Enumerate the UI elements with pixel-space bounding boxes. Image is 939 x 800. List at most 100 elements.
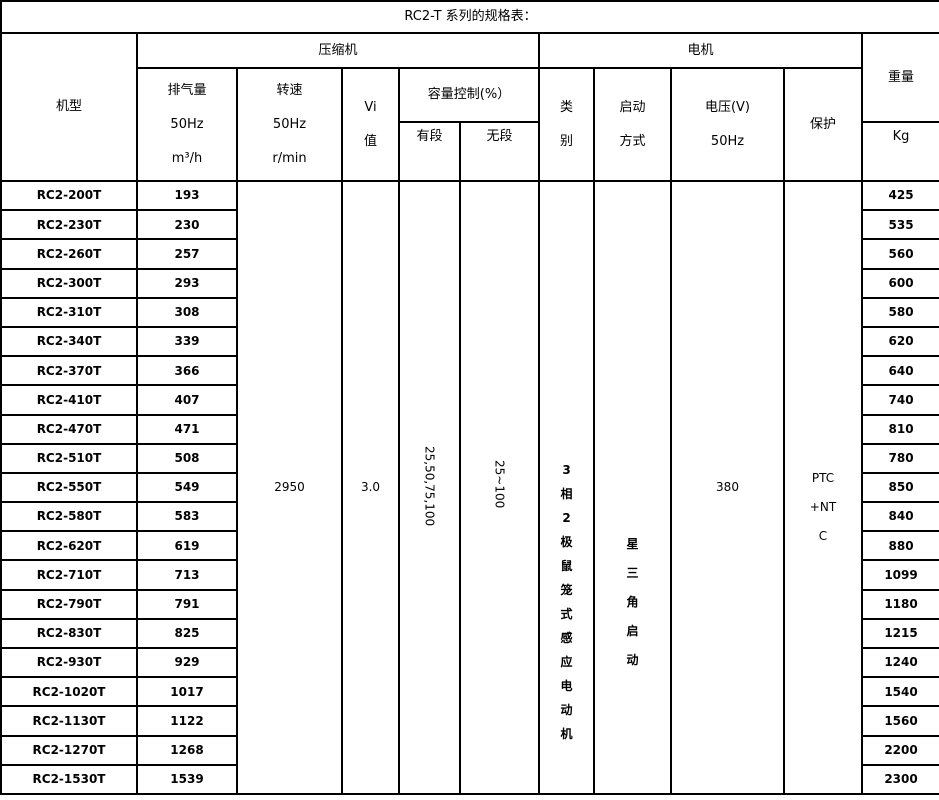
protection-text: PTC+NTC [809,470,837,543]
cell-model: RC2-580T [0,501,138,533]
cell-weight: 810 [860,413,939,445]
header-speed: 转速 50Hz r/min [236,67,343,182]
table-row: RC2-1130T 1122 1560 [0,705,939,737]
cell-weight: 1180 [860,588,939,620]
table-row: RC2-930T 929 1240 [0,646,939,679]
table-row: RC2-550T 549 850 [0,471,939,504]
header-voltage: 电压(V) 50Hz [670,67,785,182]
header-capacity: 容量控制(%） [398,67,540,123]
header-compressor: 压缩机 [136,32,540,69]
cell-model: RC2-230T [0,209,138,241]
table-row: RC2-200T 193 2950 3.0 25,50,75,100 25~100… [0,179,939,795]
table-row: RC2-790T 791 1180 [0,588,939,620]
header-stepped: 有段 [398,121,461,182]
cell-displacement: 791 [136,588,238,620]
cell-model: RC2-830T [0,617,138,650]
header-weight-unit: Kg [860,121,939,182]
cell-displacement: 366 [136,355,238,387]
cell-displacement: 471 [136,413,238,445]
cell-displacement: 1017 [136,676,238,708]
table-row: RC2-470T 471 810 [0,413,939,445]
cell-model: RC2-930T [0,646,138,679]
cell-voltage: 380 [670,180,785,795]
table-row: RC2-1020T 1017 1540 [0,676,939,708]
cell-model: RC2-710T [0,559,138,591]
cell-weight: 1240 [860,646,939,679]
table-row: RC2-1270T 1268 2200 [0,734,939,766]
cell-model: RC2-300T [0,267,138,299]
cell-displacement: 193 [136,179,238,212]
cell-model: RC2-1130T [0,705,138,737]
table-row: RC2-340T 339 620 [0,325,939,358]
cell-weight: 1560 [860,705,939,737]
cell-speed: 2950 [236,180,343,795]
cell-weight: 580 [860,296,939,328]
cell-motor-type: 3相2极鼠笼式感应电动机 [538,180,595,795]
cell-weight: 880 [860,530,939,562]
cell-weight: 425 [860,179,939,212]
header-protection: 保护 [783,67,863,182]
header-model: 机型 [0,32,138,182]
stepless-range: 25~100 [492,460,507,509]
cell-weight: 1215 [860,617,939,650]
table-row: RC2-580T 583 840 [0,501,939,533]
cell-displacement: 230 [136,209,238,241]
cell-displacement: 549 [136,471,238,504]
cell-weight: 640 [860,355,939,387]
cell-model: RC2-1020T [0,676,138,708]
cell-weight: 600 [860,267,939,299]
table-title: RC2-T 系列的规格表： [0,0,939,34]
cell-stepless: 25~100 [459,180,540,795]
header-vi: Vi 值 [341,67,400,182]
cell-weight: 560 [860,238,939,270]
table-row: RC2-620T 619 880 [0,530,939,562]
header-type: 类别 [538,67,595,182]
cell-displacement: 825 [136,617,238,650]
table-row: RC2-260T 257 560 [0,238,939,270]
cell-displacement: 713 [136,559,238,591]
cell-model: RC2-260T [0,238,138,270]
cell-displacement: 293 [136,267,238,299]
cell-displacement: 407 [136,384,238,416]
cell-model: RC2-620T [0,530,138,562]
cell-displacement: 308 [136,296,238,328]
cell-displacement: 619 [136,530,238,562]
cell-model: RC2-410T [0,384,138,416]
cell-model: RC2-200T [0,179,138,212]
cell-model: RC2-550T [0,471,138,504]
cell-displacement: 257 [136,238,238,270]
cell-displacement: 929 [136,646,238,679]
table-row: RC2-370T 366 640 [0,355,939,387]
cell-weight: 2300 [860,763,939,795]
cell-stepped: 25,50,75,100 [398,180,461,795]
cell-weight: 2200 [860,734,939,766]
cell-start-method: 星三角启动 [593,180,672,795]
cell-displacement: 1539 [136,763,238,795]
table-row: RC2-710T 713 1099 [0,559,939,591]
cell-model: RC2-790T [0,588,138,620]
stepped-values: 25,50,75,100 [422,446,437,527]
cell-displacement: 508 [136,442,238,474]
cell-weight: 850 [860,471,939,504]
start-method-text: 星三角启动 [626,537,639,667]
table-row: RC2-300T 293 600 [0,267,939,299]
cell-model: RC2-510T [0,442,138,474]
header-start: 启动 方式 [593,67,672,182]
header-displacement: 排气量 50Hz m³/h [136,67,238,182]
cell-protection: PTC+NTC [783,180,863,795]
cell-displacement: 1122 [136,705,238,737]
cell-model: RC2-310T [0,296,138,328]
table-row: RC2-410T 407 740 [0,384,939,416]
cell-weight: 840 [860,501,939,533]
cell-weight: 620 [860,325,939,358]
cell-weight: 1099 [860,559,939,591]
cell-weight: 740 [860,384,939,416]
cell-weight: 780 [860,442,939,474]
cell-model: RC2-370T [0,355,138,387]
cell-displacement: 1268 [136,734,238,766]
cell-vi: 3.0 [341,180,400,795]
cell-model: RC2-1530T [0,763,138,795]
table-row: RC2-510T 508 780 [0,442,939,474]
cell-model: RC2-470T [0,413,138,445]
